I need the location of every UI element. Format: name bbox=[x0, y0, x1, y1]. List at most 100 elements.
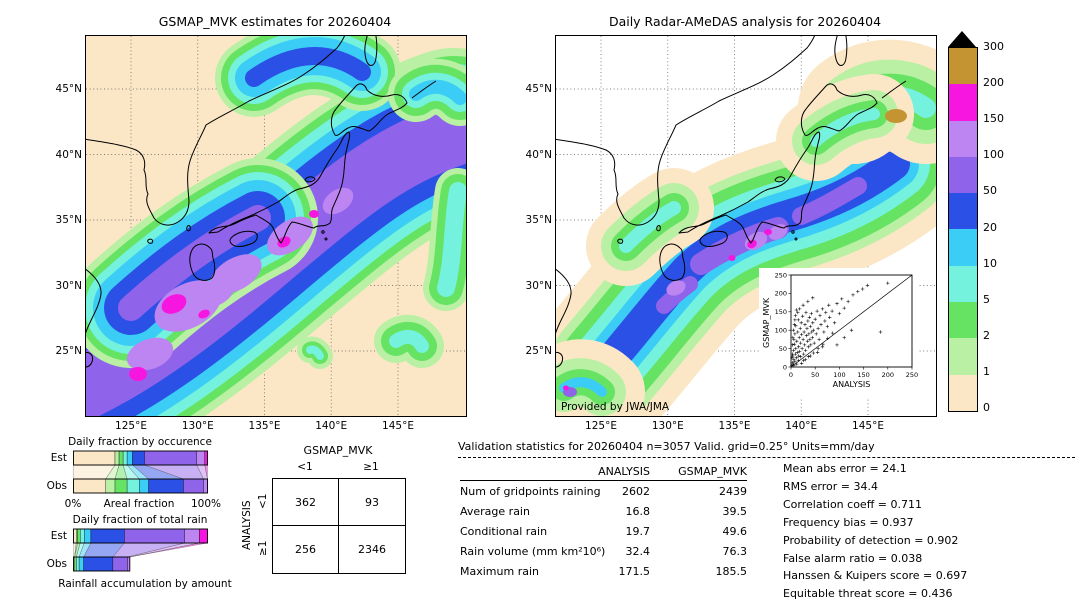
total-rain-obs-label: Obs bbox=[46, 558, 67, 570]
x-tick-label: 140°E bbox=[785, 420, 818, 432]
colorbar-tick-label: 200 bbox=[983, 76, 1004, 90]
total-rain-footer: Rainfall accumulation by amount bbox=[58, 578, 232, 590]
x-tick-label: 135°E bbox=[718, 420, 751, 432]
colorbar-segment bbox=[949, 229, 977, 266]
score-rms-error: RMS error = 34.4 bbox=[783, 479, 878, 493]
stat-row-average-rain: Average rain 16.8 39.5 bbox=[460, 501, 747, 521]
stat-gsmap-value: 39.5 bbox=[722, 504, 748, 518]
left-map-precipitation-field bbox=[86, 36, 466, 416]
fraction-charts: Daily fraction by occurence Est Obs 0% A… bbox=[40, 436, 255, 612]
y-tick-label: 25°N bbox=[525, 345, 552, 357]
left-map-title: GSMAP_MVK estimates for 20260404 bbox=[158, 14, 392, 29]
x-tick-label: 130°E bbox=[181, 420, 214, 432]
stat-gsmap-value: 49.6 bbox=[722, 524, 748, 538]
scatter-inset-plot: 00 50 50 100 100 150 150 200 200 250 250 bbox=[775, 271, 919, 379]
stat-label: Rain volume (mm km²10⁶) bbox=[460, 545, 606, 559]
contingency-column-title: GSMAP_MVK bbox=[303, 444, 373, 457]
left-map: 125°E 130°E 135°E 140°E 145°E 45°N 40°N 35°N 30°… bbox=[56, 35, 467, 432]
contingency-cell-10: 256 bbox=[273, 526, 339, 573]
y-tick-label: 25°N bbox=[55, 345, 82, 357]
colorbar-tick-label: 0 bbox=[983, 401, 990, 414]
scatter-points bbox=[790, 281, 890, 368]
colorbar-segment bbox=[949, 84, 977, 121]
x-tick-label: 130°E bbox=[651, 420, 684, 432]
contingency-cell-11: 2346 bbox=[358, 543, 386, 556]
x-tick-label: 145°E bbox=[382, 420, 414, 432]
y-tick-label: 45°N bbox=[525, 83, 552, 95]
colorbar-tick-label: 100 bbox=[983, 148, 1004, 162]
x-tick-label: 125°E bbox=[115, 420, 147, 432]
colorbar-tick-label: 1 bbox=[983, 364, 990, 378]
data-credit: Provided by JWA/JMA bbox=[561, 401, 670, 413]
x-tick-label: 125°E bbox=[585, 420, 617, 432]
occurrence-chart-title: Daily fraction by occurence bbox=[68, 436, 212, 448]
right-map-plot bbox=[556, 36, 936, 416]
x-tick-label: 145°E bbox=[852, 420, 884, 432]
areal-axis-label: Areal fraction bbox=[103, 498, 175, 510]
svg-text:150: 150 bbox=[775, 308, 787, 316]
score-frequency-bias: Frequency bias = 0.937 bbox=[783, 515, 914, 529]
stat-analysis-value: 16.8 bbox=[625, 504, 651, 518]
colorbar-segment bbox=[949, 193, 977, 230]
areal-axis-max: 100% bbox=[190, 498, 222, 510]
colorbar-tick-label: 5 bbox=[983, 292, 990, 306]
total-rain-chart-title: Daily fraction of total rain bbox=[72, 514, 208, 526]
colorbar-labels: 300 200 150 100 50 20 10 5 2 1 0 bbox=[983, 40, 1025, 414]
occurrence-obs-label: Obs bbox=[46, 480, 67, 492]
svg-text:0: 0 bbox=[789, 371, 793, 379]
contingency-row-title: ANALYSIS bbox=[241, 500, 253, 550]
y-tick-label: 40°N bbox=[55, 148, 82, 161]
inset-x-axis-label: ANALYSIS bbox=[832, 380, 871, 389]
total-rain-bars bbox=[73, 528, 208, 572]
stat-analysis-value: 32.4 bbox=[625, 545, 651, 559]
y-tick-label: 40°N bbox=[525, 148, 552, 161]
colorbar-segment bbox=[949, 48, 977, 85]
colorbar-tick-label: 300 bbox=[983, 40, 1004, 53]
y-tick-label: 35°N bbox=[525, 214, 552, 226]
colorbar-tick-label: 50 bbox=[983, 184, 997, 198]
colorbar-tick-label: 150 bbox=[983, 112, 1004, 126]
y-tick-label: 30°N bbox=[525, 279, 552, 292]
colorbar-overflow-triangle bbox=[948, 31, 976, 47]
total-rain-est-label: Est bbox=[50, 530, 67, 542]
score-list: Mean abs error = 24.1 RMS error = 34.4 C… bbox=[783, 460, 967, 603]
occurrence-bars bbox=[73, 450, 208, 494]
svg-text:100: 100 bbox=[775, 327, 787, 335]
colorbar-tick-label: 20 bbox=[983, 220, 997, 234]
stat-label: Maximum rain bbox=[460, 565, 539, 579]
svg-text:250: 250 bbox=[906, 371, 918, 379]
score-far: False alarm ratio = 0.038 bbox=[783, 551, 923, 565]
stat-analysis-value: 2602 bbox=[622, 484, 650, 498]
contingency-table-block: GSMAP_MVK <1 ≥1 ANALYSIS <1 ≥1 362 93 25… bbox=[240, 436, 440, 612]
score-hanssen-kuipers: Hanssen & Kuipers score = 0.697 bbox=[783, 569, 968, 583]
contingency-cell-00: 362 bbox=[273, 479, 339, 526]
svg-text:50: 50 bbox=[811, 371, 819, 379]
score-mean-abs-error: Mean abs error = 24.1 bbox=[783, 462, 907, 475]
statistics-header: Validation statistics for 20260404 n=305… bbox=[458, 440, 1075, 458]
inset-y-axis-label: GSMAP_MVK bbox=[762, 297, 771, 349]
scatter-inset: 0 0 50 50 100 100 150 150 200 200 250 250 GSMAP_MVK… bbox=[759, 268, 919, 398]
statistics-table-head: ANALYSIS GSMAP_MVK bbox=[460, 463, 747, 481]
colorbar-segment bbox=[949, 374, 977, 411]
x-tick-label: 140°E bbox=[315, 420, 348, 432]
score-pod: Probability of detection = 0.902 bbox=[783, 533, 959, 547]
contingency-row-label-lt1: <1 bbox=[257, 493, 269, 510]
contingency-col-label-ge1: ≥1 bbox=[363, 461, 379, 473]
stat-gsmap-value: 2439 bbox=[719, 484, 747, 498]
svg-text:150: 150 bbox=[857, 371, 869, 379]
colorbar-segment bbox=[949, 302, 977, 339]
svg-text:200: 200 bbox=[882, 371, 894, 379]
y-tick-label: 45°N bbox=[55, 83, 82, 95]
colorbar-segment bbox=[949, 265, 977, 303]
score-equitable-threat: Equitable threat score = 0.436 bbox=[783, 587, 953, 601]
occurrence-est-label: Est bbox=[50, 452, 67, 464]
colorbar-tick-label: 2 bbox=[983, 328, 990, 342]
right-map-precipitation-field bbox=[556, 39, 936, 416]
contingency-table: 362 93 256 2346 bbox=[272, 478, 406, 574]
contingency-col-label-lt1: <1 bbox=[297, 461, 313, 473]
y-tick-label: 35°N bbox=[55, 214, 82, 226]
x-tick-label: 135°E bbox=[248, 420, 281, 432]
svg-text:0: 0 bbox=[783, 363, 787, 371]
stat-analysis-value: 171.5 bbox=[618, 565, 651, 579]
